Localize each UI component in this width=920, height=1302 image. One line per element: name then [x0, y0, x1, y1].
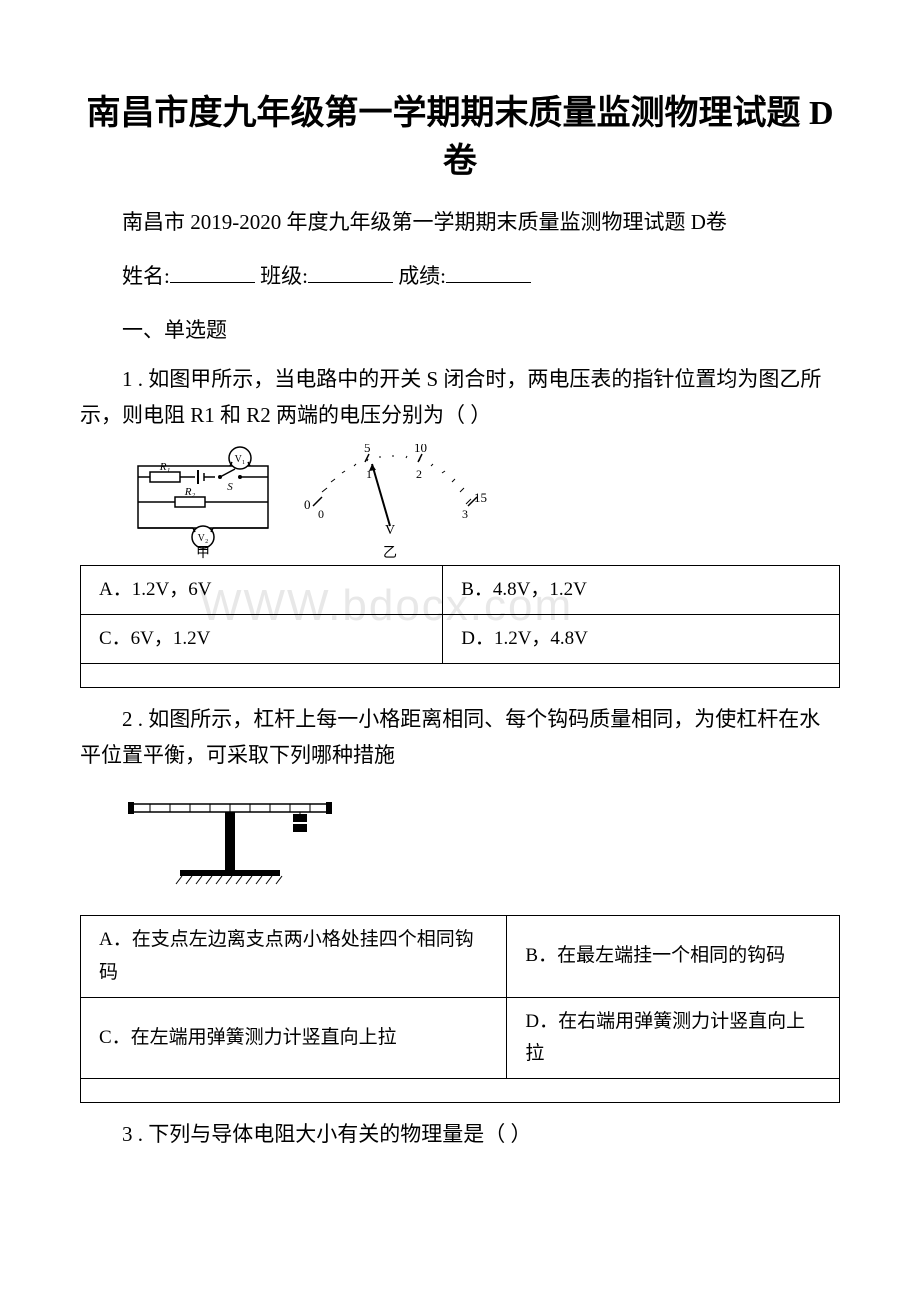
q2-option-a: A．在支点左边离支点两小格处挂四个相同钩码 [81, 916, 507, 998]
table-row: A．1.2V，6V B．4.8V，1.2V [81, 565, 840, 614]
svg-text:5: 5 [364, 444, 371, 455]
empty-cell [81, 664, 840, 688]
svg-text:3: 3 [462, 507, 468, 521]
svg-text:15: 15 [474, 490, 487, 505]
q2-figure [120, 786, 840, 908]
q1-option-a: A．1.2V，6V [81, 565, 443, 614]
svg-text:10: 10 [414, 444, 427, 455]
svg-text:S: S [227, 481, 233, 493]
table-row: A．在支点左边离支点两小格处挂四个相同钩码 B．在最左端挂一个相同的钩码 [81, 916, 840, 998]
form-line: 姓名: 班级: 成绩: [80, 259, 840, 295]
q2-option-c: C．在左端用弹簧测力计竖直向上拉 [81, 997, 507, 1079]
q1-option-b: B．4.8V，1.2V [443, 565, 840, 614]
voltmeter-diagram-yi: 0 5 10 15 0 1 2 3 V 乙 [290, 444, 490, 559]
svg-text:甲: 甲 [196, 546, 210, 559]
lever-diagram [120, 786, 350, 896]
svg-text:V₁: V₁ [235, 454, 246, 465]
class-field[interactable] [308, 261, 393, 283]
svg-text:V: V [385, 523, 395, 538]
page-title: 南昌市度九年级第一学期期末质量监测物理试题 D 卷 [80, 90, 840, 185]
q1-options-table: A．1.2V，6V B．4.8V，1.2V C．6V，1.2V D．1.2V，4… [80, 565, 840, 689]
svg-text:R₁: R₁ [159, 461, 171, 473]
score-field[interactable] [446, 261, 531, 283]
class-label: 班级: [260, 264, 308, 288]
svg-text:0: 0 [304, 497, 311, 512]
empty-cell [81, 1079, 840, 1103]
table-row [81, 1079, 840, 1103]
section-header: 一、单选题 [80, 313, 840, 349]
svg-text:V₂: V₂ [198, 533, 209, 544]
subtitle: 南昌市 2019-2020 年度九年级第一学期期末质量监测物理试题 D卷 [80, 205, 840, 241]
question-3: 3 . 下列与导体电阻大小有关的物理量是（ ） [80, 1117, 840, 1153]
q1-option-c: C．6V，1.2V [81, 614, 443, 663]
q2-option-b: B．在最左端挂一个相同的钩码 [507, 916, 840, 998]
table-row: C．在左端用弹簧测力计竖直向上拉 D．在右端用弹簧测力计竖直向上拉 [81, 997, 840, 1079]
score-label: 成绩: [398, 264, 446, 288]
question-2: 2 . 如图所示，杠杆上每一小格距离相同、每个钩码质量相同，为使杠杆在水平位置平… [80, 702, 840, 773]
name-label: 姓名: [122, 264, 170, 288]
svg-text:乙: 乙 [383, 545, 397, 559]
svg-text:0: 0 [318, 507, 324, 521]
svg-text:R₂: R₂ [184, 486, 196, 498]
q1-figure: V₁ R₁ S R₂ V₂ 甲 [120, 444, 840, 559]
question-1: 1 . 如图甲所示，当电路中的开关 S 闭合时，两电压表的指针位置均为图乙所示，… [80, 362, 840, 433]
circuit-diagram-jia: V₁ R₁ S R₂ V₂ 甲 [120, 444, 285, 559]
name-field[interactable] [170, 261, 255, 283]
q2-options-table: A．在支点左边离支点两小格处挂四个相同钩码 B．在最左端挂一个相同的钩码 C．在… [80, 915, 840, 1103]
table-row: C．6V，1.2V D．1.2V，4.8V [81, 614, 840, 663]
svg-text:2: 2 [416, 467, 422, 481]
q2-option-d: D．在右端用弹簧测力计竖直向上拉 [507, 997, 840, 1079]
table-row [81, 664, 840, 688]
q1-option-d: D．1.2V，4.8V [443, 614, 840, 663]
